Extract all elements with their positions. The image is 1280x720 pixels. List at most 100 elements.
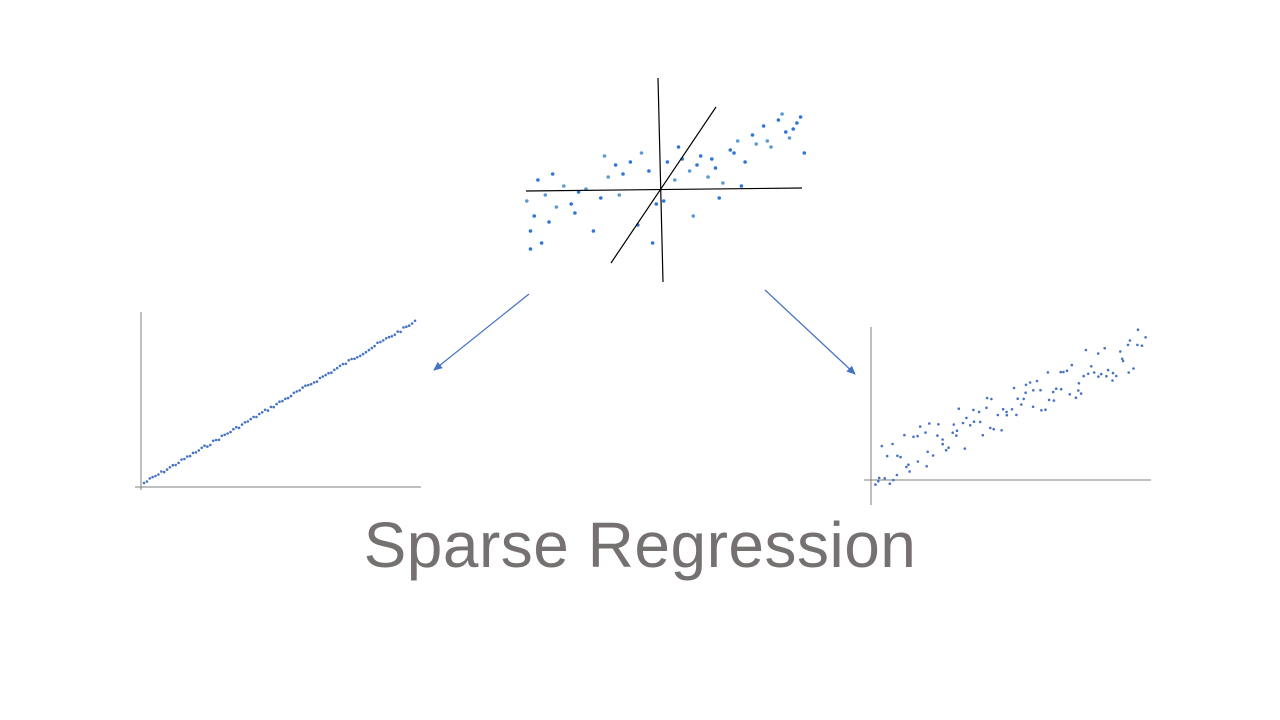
- left-plot-point: [333, 368, 336, 372]
- right-plot-point: [1082, 374, 1085, 378]
- pca-point: [547, 220, 551, 224]
- left-plot-point: [188, 454, 192, 458]
- right-plot-point: [1077, 389, 1080, 392]
- right-plot-point: [1052, 399, 1056, 402]
- right-plot-point: [992, 427, 995, 431]
- left-plot-point: [278, 400, 281, 404]
- left-plot-point: [220, 434, 224, 438]
- pca-point: [687, 169, 692, 173]
- pca-point: [735, 139, 740, 143]
- right-plot-point: [931, 454, 935, 457]
- left-plot-point: [281, 399, 284, 403]
- left-plot-point: [410, 322, 414, 325]
- pca-point: [617, 193, 622, 197]
- right-plot-point: [972, 420, 976, 424]
- left-plot-point: [284, 397, 287, 401]
- pca-point: [573, 211, 577, 215]
- right-plot-point: [1044, 408, 1047, 412]
- left-plot-point: [197, 449, 201, 452]
- left-plot-point: [168, 466, 172, 469]
- left-plot-point: [160, 470, 163, 473]
- pca-point: [721, 181, 725, 185]
- left-plot-point: [338, 364, 342, 368]
- right-plot-point: [1136, 328, 1140, 332]
- left-plot-point: [226, 432, 229, 435]
- left-plot-point: [211, 439, 215, 443]
- pca-point: [698, 154, 703, 158]
- pca-point: [706, 175, 710, 179]
- right-plot-point: [955, 434, 958, 437]
- left-plot-point: [269, 405, 273, 409]
- right-plot-point: [908, 470, 911, 473]
- right-plot-point: [961, 421, 965, 425]
- pca-point: [728, 148, 733, 152]
- right-plot-point: [1092, 371, 1096, 374]
- right-plot-point: [883, 477, 886, 480]
- pca-point: [802, 151, 807, 155]
- right-plot-point: [916, 460, 920, 463]
- right-plot-point: [989, 426, 992, 430]
- pca-point: [613, 163, 618, 167]
- right-plot-point: [928, 422, 931, 425]
- left-plot-point: [252, 415, 255, 419]
- right-plot-point: [1065, 369, 1069, 373]
- pca-point: [761, 124, 766, 128]
- right-plot-point: [1111, 371, 1115, 375]
- pca-point: [569, 202, 573, 206]
- right-plot-point: [1115, 374, 1118, 378]
- pca-point: [765, 139, 770, 143]
- left-plot-point: [235, 425, 238, 429]
- left-plot-point: [289, 394, 293, 398]
- pca-point: [750, 133, 755, 137]
- right-plot-point: [1022, 397, 1025, 401]
- right-plot-point: [1077, 382, 1081, 385]
- left-plot-point: [324, 373, 327, 377]
- right-plot-point: [1120, 357, 1124, 361]
- left-plot-point: [402, 326, 405, 329]
- left-plot-point: [154, 474, 157, 478]
- right-plot-point: [1099, 372, 1103, 376]
- pca-point: [602, 154, 607, 158]
- pca-point: [562, 184, 566, 188]
- left-plot-point: [243, 421, 247, 424]
- right-plot-point: [1020, 403, 1023, 406]
- left-plot-point: [266, 409, 270, 412]
- left-plot-point: [364, 350, 368, 354]
- pca-point: [776, 118, 781, 122]
- pca-point: [787, 136, 792, 140]
- right-plot-point: [926, 450, 929, 454]
- pca-point: [717, 196, 721, 200]
- left-plot-point: [390, 335, 394, 338]
- right-plot-point: [985, 406, 988, 410]
- pca-point: [695, 163, 699, 167]
- right-plot-point: [1126, 343, 1130, 347]
- left-plot-point: [183, 457, 186, 461]
- right-plot-point: [1144, 336, 1147, 339]
- right-plot-point: [978, 420, 982, 424]
- left-plot-point: [309, 382, 313, 386]
- pca-point: [795, 121, 799, 125]
- left-plot-point: [327, 371, 330, 375]
- left-plot-point: [286, 396, 290, 400]
- pca-point: [780, 112, 784, 116]
- left-plot-points: [142, 319, 417, 485]
- left-plot-point: [341, 362, 345, 366]
- pca-point: [673, 178, 677, 182]
- right-plot-point: [1090, 365, 1093, 368]
- right-plot-point: [1032, 389, 1035, 392]
- right-plot-point: [981, 433, 985, 437]
- right-plot-point: [977, 410, 981, 414]
- pca-horizontal-axis: [525, 187, 803, 192]
- left-plot-point: [275, 402, 278, 406]
- left-scatter-plot: [135, 312, 421, 490]
- right-plot-point: [899, 455, 902, 459]
- pca-point: [576, 190, 581, 194]
- right-plot-point: [916, 434, 919, 438]
- left-plot-point: [387, 335, 391, 339]
- left-plot-point: [217, 438, 221, 442]
- pca-point: [591, 229, 596, 233]
- right-plot-point: [1000, 429, 1003, 432]
- right-plot-point: [1132, 367, 1135, 370]
- left-plot-point: [232, 427, 235, 431]
